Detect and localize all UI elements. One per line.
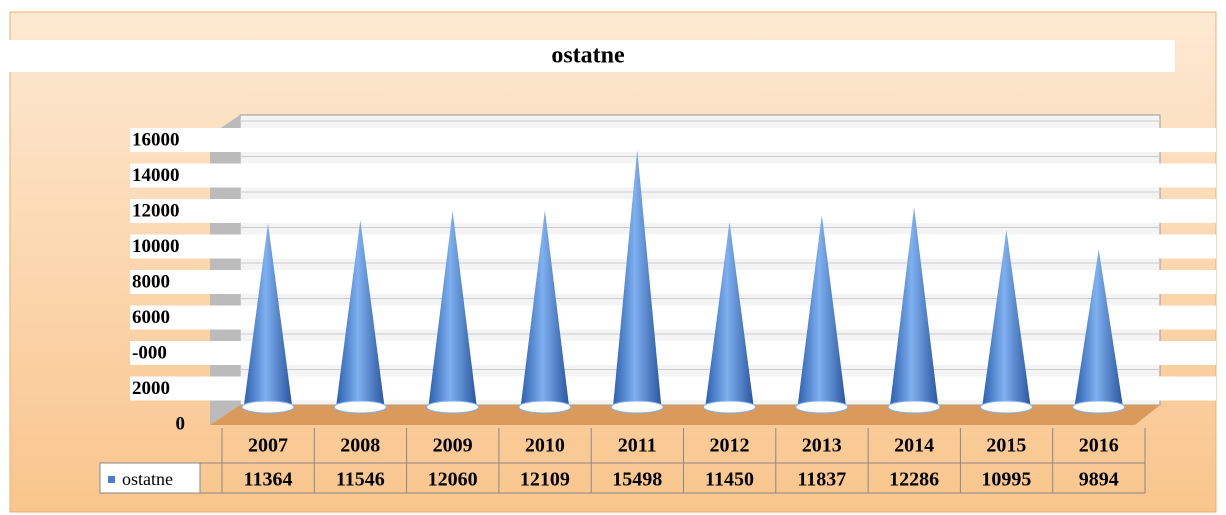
cone-base [610, 400, 664, 414]
value-label: 10995 [981, 469, 1031, 491]
y-tick-label: 2000 [132, 378, 170, 399]
x-tick-label: 2014 [894, 435, 934, 457]
value-label: 12109 [520, 469, 570, 491]
y-tick-label: 8000 [132, 271, 170, 292]
cone [428, 210, 477, 405]
label-band [130, 163, 1216, 188]
cone [1074, 249, 1123, 405]
cone-base [333, 400, 387, 414]
label-band [130, 234, 1216, 259]
x-tick-label: 2007 [248, 435, 288, 457]
value-label: 9894 [1079, 469, 1119, 491]
cone [613, 149, 662, 405]
legend-swatch [108, 476, 115, 483]
y-tick-label: 0 [176, 413, 186, 434]
label-band [130, 376, 1216, 401]
cone [797, 214, 846, 405]
label-band [130, 341, 1216, 365]
x-tick-label: 2013 [802, 435, 842, 457]
x-tick-label: 2008 [340, 435, 380, 457]
value-label: 11364 [244, 469, 293, 491]
x-tick-label: 2012 [710, 435, 750, 457]
cone [336, 220, 385, 405]
legend-cell [99, 462, 201, 494]
label-band [130, 270, 1216, 294]
cone-base [979, 400, 1033, 414]
label-band [130, 305, 1216, 330]
title-band [0, 40, 1175, 72]
x-tick-label: 2009 [433, 435, 473, 457]
cone-base [1072, 400, 1126, 414]
x-tick-label: 2015 [986, 435, 1026, 457]
cone [982, 229, 1031, 405]
value-label: 11837 [797, 469, 846, 491]
cone-base [887, 400, 941, 414]
value-label: 11546 [336, 469, 385, 491]
cone [520, 210, 569, 405]
cone-base [518, 400, 572, 414]
y-tick-label: 10000 [132, 236, 180, 257]
value-label: 11450 [705, 469, 754, 491]
chart-title: ostatne [551, 43, 625, 69]
x-tick-label: 2016 [1079, 435, 1119, 457]
value-label: 15498 [612, 469, 662, 491]
cone-base [426, 400, 480, 414]
y-tick-label: 16000 [132, 129, 180, 150]
y-tick-label: -000 [132, 342, 167, 363]
y-tick-label: 14000 [132, 165, 180, 186]
value-label: 12286 [889, 469, 939, 491]
legend-label: ostatne [122, 469, 173, 489]
cone [244, 223, 292, 405]
x-tick-label: 2010 [525, 435, 565, 457]
cone [705, 221, 754, 405]
x-tick-label: 2011 [618, 435, 657, 457]
y-tick-label: 12000 [132, 200, 180, 221]
cone-base [795, 400, 849, 414]
cone-base [703, 400, 756, 414]
value-label: 12060 [428, 469, 478, 491]
label-band [130, 128, 1216, 152]
cone [890, 206, 939, 405]
y-tick-label: 6000 [132, 307, 170, 328]
label-band [130, 199, 1216, 223]
cone-base [241, 400, 295, 414]
